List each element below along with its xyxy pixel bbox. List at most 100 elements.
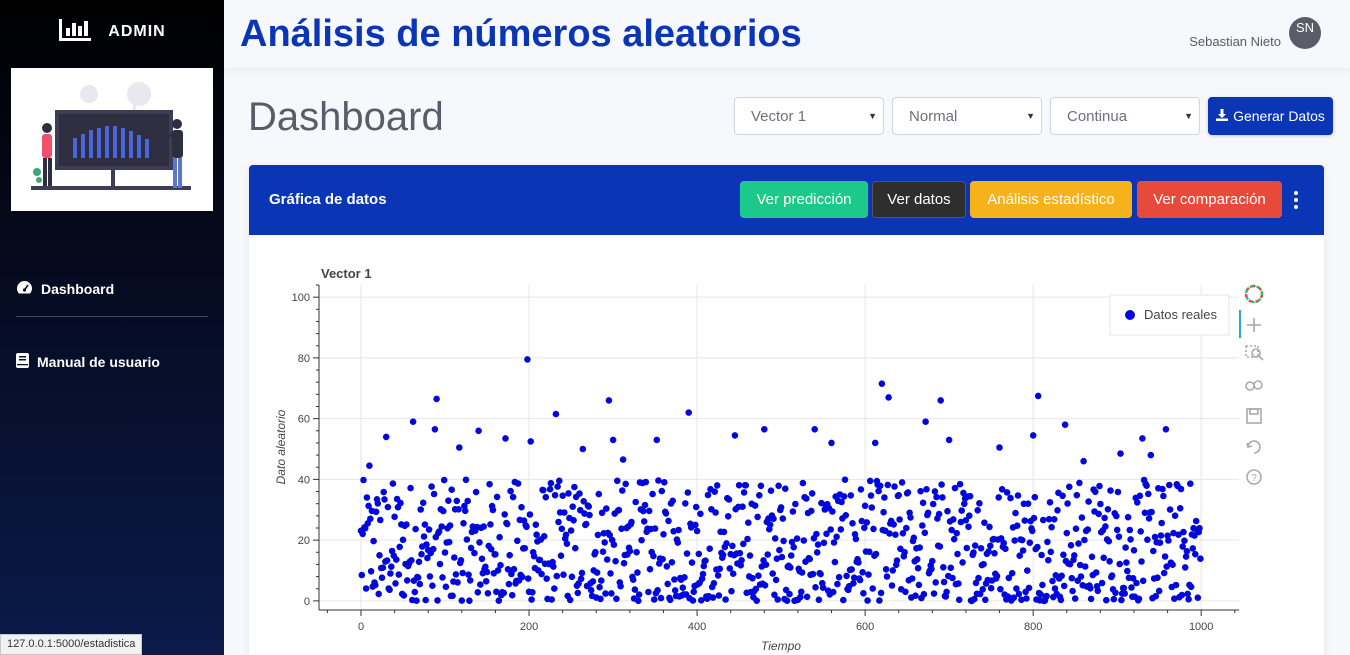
data-point [1105,537,1113,545]
more-options-icon[interactable] [1291,189,1301,211]
box-zoom-icon[interactable] [1245,345,1264,361]
y-tick-label: 80 [298,353,310,365]
data-point [891,483,898,490]
data-point [587,586,595,594]
bokeh-logo-icon[interactable] [1244,284,1264,304]
svg-text:?: ? [1251,473,1257,484]
generate-data-button[interactable]: Generar Datos [1208,97,1333,135]
data-point [740,489,748,496]
sidebar-item-manual[interactable]: Manual de usuario [16,353,160,371]
data-point [811,426,819,433]
vector-select[interactable]: Vector 1 ▼ [734,97,884,135]
sidebar-brand[interactable]: ADMIN [0,0,224,64]
data-point [713,482,721,489]
avatar[interactable]: SN [1289,17,1321,49]
help-icon[interactable]: ? [1246,469,1262,485]
type-select[interactable]: Continua ▼ [1050,97,1200,135]
data-point [735,481,743,489]
data-point [1070,552,1078,559]
data-point [751,502,759,509]
data-point [897,545,904,553]
data-point [971,542,979,549]
data-point [620,559,628,567]
save-icon[interactable] [1246,408,1262,424]
data-point [1059,492,1066,500]
data-point [1067,541,1075,549]
data-point [383,557,391,564]
data-point [807,507,815,515]
data-point [1171,512,1179,520]
data-point [1115,533,1123,541]
sidebar-item-dashboard[interactable]: Dashboard [16,280,114,298]
data-point [723,540,730,547]
data-point [597,595,604,603]
reset-icon[interactable] [1246,440,1261,454]
data-point [615,506,623,514]
data-point [1181,537,1188,545]
data-point [650,596,658,603]
data-point [1161,553,1169,560]
data-point [884,481,892,489]
data-point [359,530,366,538]
data-point [1016,552,1024,560]
data-point [645,507,653,515]
data-point [466,577,474,584]
data-point [579,445,587,453]
data-point [699,570,707,578]
data-point [889,567,897,574]
user-name[interactable]: Sebastian Nieto [1189,34,1281,49]
data-point [663,563,671,570]
data-point [944,507,951,515]
data-point [472,488,480,496]
data-point [501,511,508,518]
data-point [1148,508,1155,516]
data-point [938,481,945,488]
status-bar: 127.0.0.1:5000/estadistica [0,634,143,655]
ver-prediccion-button[interactable]: Ver predicción [740,181,868,218]
data-point [799,479,807,487]
data-point [1064,500,1071,507]
ver-comparacion-button[interactable]: Ver comparación [1137,181,1282,218]
data-point [497,561,504,569]
ver-datos-button[interactable]: Ver datos [872,181,966,218]
data-point [662,510,670,517]
data-point [434,597,441,604]
analisis-estadistico-button[interactable]: Análisis estadístico [970,181,1132,218]
data-point [389,480,397,487]
wheel-zoom-icon[interactable] [1245,380,1263,391]
data-point [690,588,698,596]
data-point [651,525,659,532]
data-point [709,594,717,601]
data-point [684,489,692,496]
data-point [576,490,583,497]
data-point [612,557,619,565]
data-point [869,585,877,592]
data-point [474,588,482,596]
data-point [949,516,957,523]
data-point [774,596,782,603]
data-point [924,509,932,517]
data-point [929,500,937,508]
data-point [1098,579,1106,587]
data-point [1116,560,1124,568]
data-point [956,480,964,488]
data-point [736,549,744,557]
data-point [935,510,943,518]
pan-icon[interactable] [1247,318,1261,332]
data-point [646,565,654,573]
data-point [1106,557,1113,565]
data-point [426,573,434,580]
data-point [764,551,772,558]
y-axis-label: Dato aleatorio [274,409,288,484]
data-point [1102,523,1109,530]
data-point [409,418,417,425]
data-point [951,484,959,492]
data-point [813,549,821,556]
data-point [483,568,491,576]
distribution-select[interactable]: Normal ▼ [892,97,1042,135]
data-point [769,570,777,577]
x-tick-label: 400 [688,621,706,633]
data-point [681,500,689,507]
data-point [638,536,645,544]
hero-illustration [11,68,213,211]
